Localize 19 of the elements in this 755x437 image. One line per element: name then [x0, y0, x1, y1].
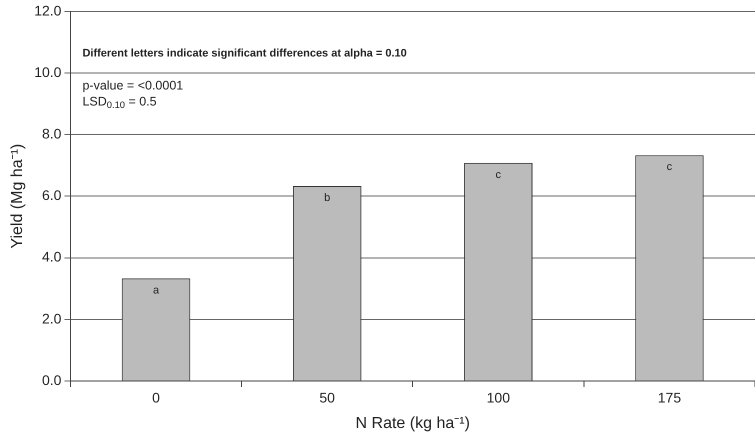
x-tick-label: 100: [486, 389, 510, 406]
y-tick-label: 12.0: [34, 2, 62, 18]
x-axis-title: N Rate (kg ha⁻¹): [356, 414, 470, 432]
y-tick-label: 10.0: [34, 64, 62, 80]
y-tick-label: 6.0: [42, 187, 62, 204]
annotation: p-value = <0.0001: [82, 78, 184, 92]
y-tick-label: 0.0: [42, 372, 62, 388]
x-tick-label: 175: [658, 389, 682, 406]
y-axis-title: Yield (Mg ha⁻¹): [9, 144, 26, 249]
y-tick-label: 4.0: [42, 248, 62, 265]
annotation: a: [152, 284, 160, 296]
annotation: c: [496, 168, 502, 181]
x-tick-label: 0: [152, 389, 160, 406]
y-tick-label: 2.0: [42, 310, 62, 326]
annotation: b: [324, 192, 330, 204]
annotation: Different letters indicate significant differences at alpha = 0.10: [82, 47, 407, 60]
x-tick-label: 50: [319, 389, 336, 406]
annotation: c: [666, 161, 673, 174]
y-tick-label: 8.0: [42, 125, 62, 142]
